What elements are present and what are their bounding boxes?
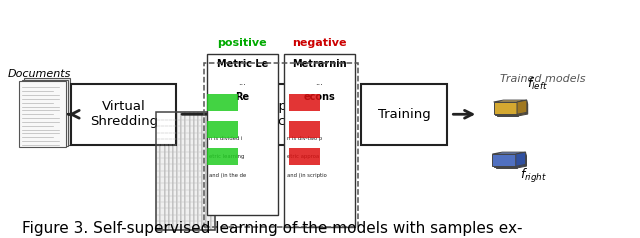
FancyBboxPatch shape: [289, 121, 320, 138]
Text: $f_{right}$: $f_{right}$: [520, 167, 547, 185]
FancyBboxPatch shape: [206, 112, 211, 230]
Text: positive: positive: [218, 38, 268, 48]
Text: etric learning: etric learning: [209, 154, 245, 159]
Polygon shape: [517, 102, 527, 115]
Text: Samples
Extraction: Samples Extraction: [244, 100, 312, 128]
Text: n is divided i: n is divided i: [209, 136, 243, 141]
FancyBboxPatch shape: [177, 112, 181, 230]
Polygon shape: [492, 154, 516, 166]
FancyBboxPatch shape: [19, 81, 65, 147]
Polygon shape: [494, 154, 526, 156]
Polygon shape: [516, 154, 526, 167]
FancyBboxPatch shape: [164, 112, 169, 230]
Text: $f_{left}$: $f_{left}$: [527, 75, 548, 92]
Text: Figure 3. Self-supervised learning of the models with samples ex-: Figure 3. Self-supervised learning of th…: [22, 221, 523, 236]
Polygon shape: [495, 158, 516, 168]
FancyBboxPatch shape: [289, 148, 320, 165]
Text: econs: econs: [303, 92, 335, 102]
Polygon shape: [518, 104, 528, 116]
FancyBboxPatch shape: [207, 121, 238, 138]
FancyBboxPatch shape: [72, 84, 176, 145]
FancyBboxPatch shape: [181, 112, 186, 230]
Polygon shape: [495, 102, 527, 104]
Polygon shape: [497, 104, 528, 106]
Polygon shape: [493, 102, 517, 114]
Text: Virtual
Shredding: Virtual Shredding: [90, 100, 158, 128]
FancyBboxPatch shape: [225, 84, 330, 145]
FancyBboxPatch shape: [24, 78, 70, 144]
FancyBboxPatch shape: [186, 112, 189, 230]
Text: negative: negative: [292, 38, 347, 48]
Text: Documents: Documents: [8, 69, 71, 79]
FancyBboxPatch shape: [207, 54, 278, 215]
FancyBboxPatch shape: [289, 94, 320, 111]
Polygon shape: [495, 104, 517, 115]
Polygon shape: [516, 152, 525, 166]
FancyBboxPatch shape: [202, 112, 206, 230]
FancyBboxPatch shape: [161, 112, 164, 230]
Text: Metric Le: Metric Le: [217, 59, 268, 69]
Polygon shape: [516, 156, 527, 168]
FancyBboxPatch shape: [207, 148, 238, 165]
FancyBboxPatch shape: [361, 84, 447, 145]
FancyBboxPatch shape: [169, 112, 173, 230]
FancyBboxPatch shape: [189, 112, 194, 230]
Polygon shape: [495, 156, 527, 158]
Polygon shape: [494, 156, 516, 167]
FancyBboxPatch shape: [198, 112, 202, 230]
Text: ...: ...: [316, 78, 323, 87]
Text: Trained models: Trained models: [500, 74, 586, 84]
FancyBboxPatch shape: [173, 112, 177, 230]
Text: n is div-two p: n is div-two p: [287, 136, 322, 141]
FancyBboxPatch shape: [284, 54, 355, 227]
Polygon shape: [493, 100, 527, 102]
FancyBboxPatch shape: [194, 112, 198, 230]
Polygon shape: [497, 106, 518, 116]
FancyBboxPatch shape: [207, 94, 238, 111]
Polygon shape: [517, 100, 527, 114]
Text: ...: ...: [239, 78, 246, 87]
Polygon shape: [492, 152, 525, 154]
Text: etric approa: etric approa: [287, 154, 319, 159]
FancyBboxPatch shape: [211, 112, 214, 230]
Text: and (in scriptio: and (in scriptio: [287, 174, 326, 178]
Text: Re: Re: [236, 92, 250, 102]
FancyBboxPatch shape: [22, 80, 68, 146]
FancyBboxPatch shape: [156, 112, 161, 230]
Text: and (in the de: and (in the de: [209, 174, 246, 178]
Text: Training: Training: [378, 108, 431, 121]
Text: Metrarnin: Metrarnin: [292, 59, 347, 69]
